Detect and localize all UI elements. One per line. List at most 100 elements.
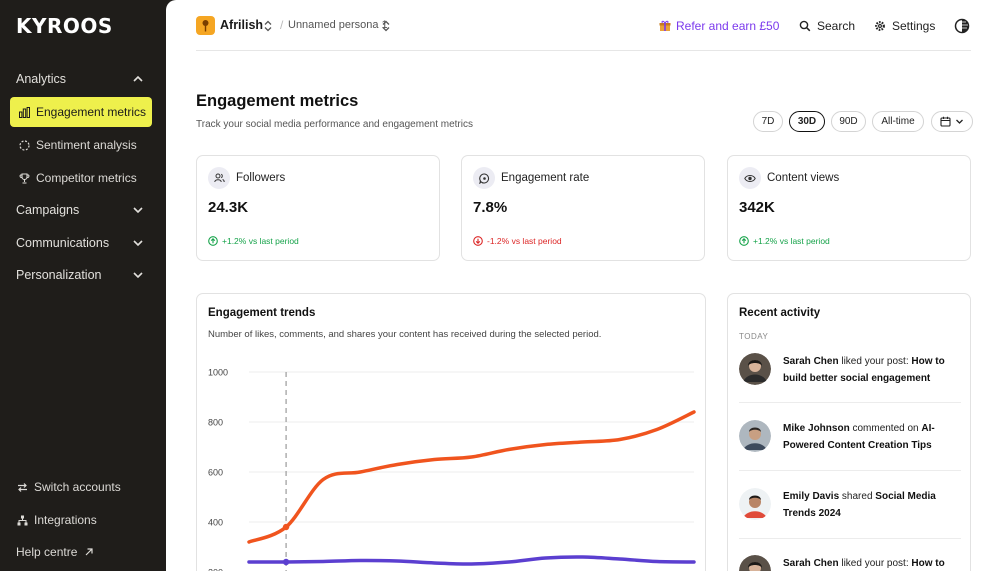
y-tick-label: 800	[208, 418, 223, 428]
nav-section-personalization[interactable]: Personalization	[0, 263, 166, 287]
engagement-rate-card: Engagement rate 7.8% -1.2% vs last perio…	[461, 155, 705, 261]
settings-label: Settings	[892, 19, 936, 33]
workspace-name[interactable]: Afrilish	[220, 18, 264, 32]
engagement-trends-panel: Engagement trends Number of likes, comme…	[196, 293, 706, 571]
card-label: Content views	[767, 172, 840, 184]
activity-action: liked your post:	[838, 558, 912, 569]
activity-target[interactable]: AI-Powered Content Creation Tips	[783, 423, 935, 451]
chevron-up-icon	[133, 75, 143, 82]
avatar	[739, 488, 771, 520]
y-tick-label: 1000	[208, 368, 228, 378]
card-delta: +1.2% vs last period	[739, 236, 830, 246]
nav-section-label: Campaigns	[16, 203, 80, 217]
nav-section-label: Communications	[16, 236, 110, 250]
card-value: 7.8%	[473, 199, 508, 216]
card-delta: +1.2% vs last period	[208, 236, 299, 246]
nav-section-campaigns[interactable]: Campaigns	[0, 198, 166, 222]
workspace-switcher-icon[interactable]	[263, 20, 273, 32]
range-90d-button[interactable]: 90D	[831, 111, 866, 132]
activity-title: Recent activity	[739, 307, 821, 319]
y-tick-label: 400	[208, 518, 223, 528]
refer-button[interactable]: Refer and earn £50	[659, 19, 779, 33]
sidebar-item-sentiment-analysis[interactable]: Sentiment analysis	[10, 130, 152, 160]
breadcrumb-separator: /	[280, 18, 284, 32]
series-marker-2	[282, 558, 290, 566]
range-7d-button[interactable]: 7D	[753, 111, 783, 132]
date-picker-button[interactable]	[931, 111, 973, 132]
trends-subtitle: Number of likes, comments, and shares yo…	[208, 329, 602, 340]
main-content: Afrilish / Unnamed persona 1 Refer and e…	[166, 0, 1000, 571]
gear-icon	[875, 21, 885, 31]
activity-user: Emily Davis	[783, 491, 840, 502]
range-all-time-button[interactable]: All-time	[872, 111, 924, 132]
sidebar-item-label: Engagement metrics	[36, 105, 147, 119]
topbar: Afrilish / Unnamed persona 1 Refer and e…	[196, 0, 971, 51]
workspace-logo-icon	[196, 16, 215, 35]
dashed-circle-icon	[18, 139, 30, 151]
chevron-down-icon	[956, 119, 963, 124]
activity-target[interactable]: Social Media Trends 2024	[783, 491, 936, 519]
trend-down-icon	[473, 236, 483, 246]
trend-up-icon	[208, 236, 218, 246]
activity-user: Mike Johnson	[783, 423, 850, 434]
range-30d-button[interactable]: 30D	[789, 111, 825, 132]
page-subtitle: Track your social media performance and …	[196, 119, 473, 130]
settings-button[interactable]: Settings	[874, 19, 935, 33]
nav-section-communications[interactable]: Communications	[0, 231, 166, 255]
card-delta-text: +1.2% vs last period	[222, 236, 299, 246]
activity-action: liked your post:	[838, 356, 912, 367]
activity-target[interactable]: How to build better social engagement	[783, 356, 945, 384]
activity-user: Sarah Chen	[783, 558, 839, 569]
trend-up-icon	[739, 236, 749, 246]
persona-switcher-icon[interactable]	[381, 20, 391, 32]
switch-accounts-link[interactable]: Switch accounts	[16, 477, 121, 497]
external-arrow-icon	[83, 546, 95, 558]
y-tick-label: 600	[208, 468, 223, 478]
avatar	[739, 555, 771, 571]
search-icon	[799, 20, 811, 32]
card-delta-text: +1.2% vs last period	[753, 236, 830, 246]
nav-section-analytics[interactable]: Analytics	[0, 67, 166, 91]
integrations-link[interactable]: Integrations	[16, 510, 97, 530]
page-title: Engagement metrics	[196, 92, 359, 110]
engagement-line-chart[interactable]: 1000 800 600 400 200	[197, 294, 707, 571]
activity-text: Sarah Chen liked your post: How to build…	[783, 353, 961, 387]
logo: KYROOS	[16, 14, 113, 38]
sidebar-item-label: Competitor metrics	[36, 171, 137, 185]
bar-chart-icon	[18, 106, 30, 118]
activity-text: Emily Davis shared Social Media Trends 2…	[783, 488, 961, 522]
theme-toggle-icon[interactable]	[954, 18, 970, 34]
series-marker-1	[282, 523, 290, 531]
nav-section-label: Personalization	[16, 268, 102, 282]
chevron-down-icon	[133, 240, 143, 247]
trophy-icon	[18, 172, 30, 184]
nav-section-label: Analytics	[16, 72, 67, 86]
activity-action: commented on	[849, 423, 922, 434]
search-label: Search	[817, 19, 856, 33]
network-icon	[16, 514, 28, 526]
recent-activity-panel: Recent activity TODAY Sarah Chen liked y…	[727, 293, 971, 571]
nav-bottom-label: Integrations	[34, 513, 97, 527]
swap-icon	[16, 481, 28, 493]
eye-icon	[739, 167, 761, 189]
followers-card: Followers 24.3K +1.2% vs last period	[196, 155, 440, 261]
chevron-down-icon	[133, 207, 143, 214]
sidebar-item-engagement-metrics[interactable]: Engagement metrics	[10, 97, 152, 127]
activity-text: Mike Johnson commented on AI-Powered Con…	[783, 420, 961, 454]
nav-bottom-label: Help centre	[16, 545, 78, 559]
y-tick-label: 200	[208, 568, 223, 571]
refer-label: Refer and earn £50	[676, 19, 780, 33]
activity-action: shared	[839, 491, 876, 502]
persona-name[interactable]: Unnamed persona 1	[288, 19, 388, 31]
search-button[interactable]: Search	[799, 19, 855, 33]
activity-day-label: TODAY	[739, 332, 769, 341]
calendar-icon	[940, 116, 951, 127]
activity-user: Sarah Chen	[783, 356, 839, 367]
sidebar-item-competitor-metrics[interactable]: Competitor metrics	[10, 163, 152, 193]
help-centre-link[interactable]: Help centre	[16, 542, 101, 562]
sidebar: KYROOS Analytics Engagement metrics Sent…	[0, 0, 166, 571]
activity-target[interactable]: How to build	[911, 558, 945, 569]
card-delta: -1.2% vs last period	[473, 236, 562, 246]
users-icon	[208, 167, 230, 189]
